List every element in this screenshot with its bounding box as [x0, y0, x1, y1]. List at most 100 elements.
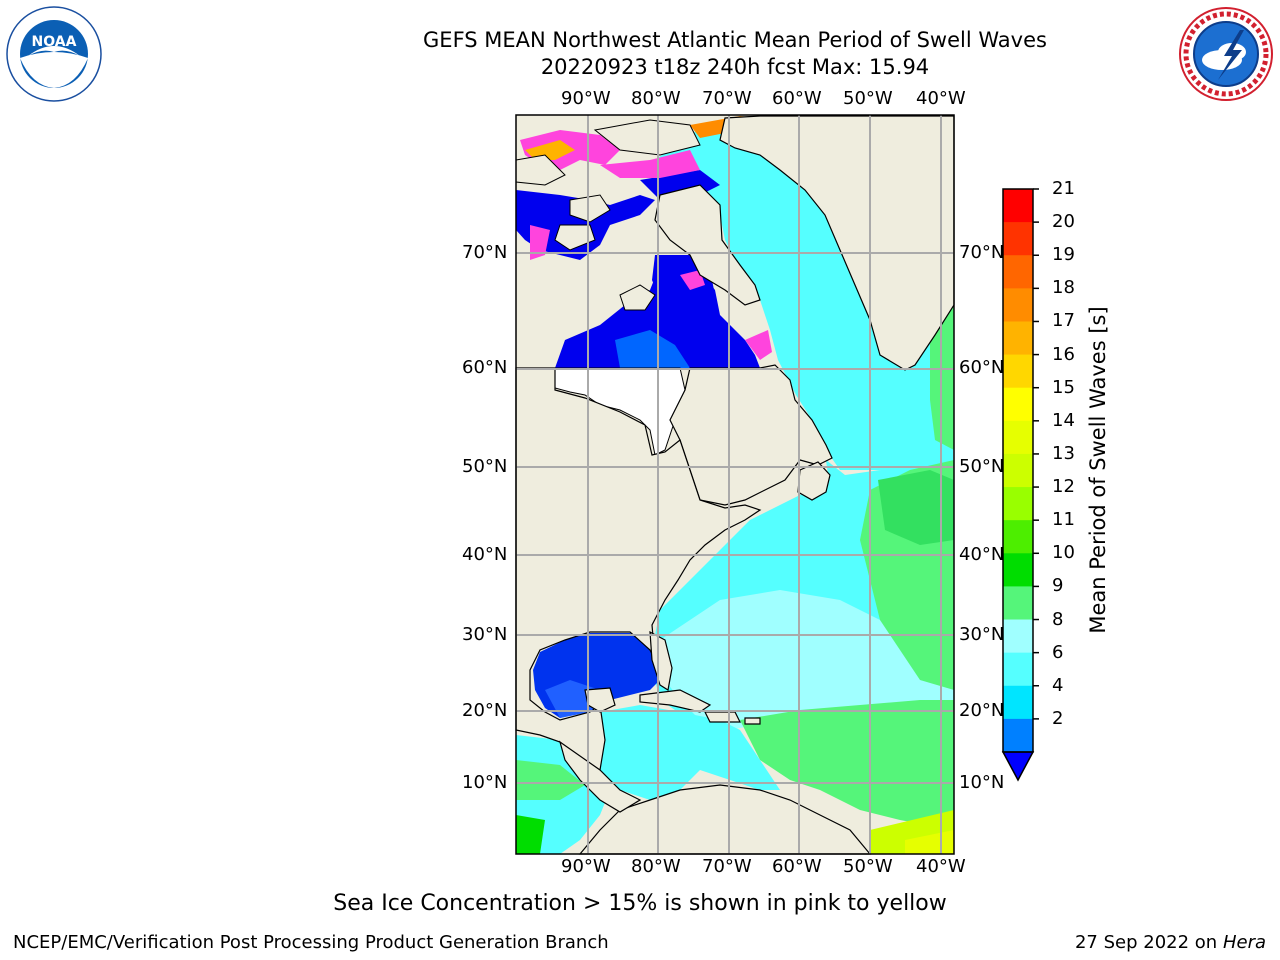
south-america-land — [578, 784, 872, 855]
colorbar-tick-label: 14 — [1052, 409, 1075, 431]
lon-label-top: 40°W — [916, 88, 966, 109]
colorbar-block — [1003, 453, 1033, 488]
footer-date: 27 Sep 2022 on Hera — [1075, 932, 1266, 953]
lon-label-bottom: 90°W — [561, 856, 611, 877]
lon-label-top: 70°W — [702, 88, 752, 109]
lon-label-top: 80°W — [631, 88, 681, 109]
colorbar-tick-label: 6 — [1052, 641, 1064, 663]
colorbar-blocks — [1003, 189, 1033, 753]
darker-green-patch — [878, 470, 954, 545]
colorbar-tick-label: 18 — [1052, 277, 1075, 299]
colorbar-block — [1003, 255, 1033, 289]
caribbean-region — [590, 705, 780, 800]
green-area-tropics — [740, 700, 954, 830]
lat-label-right: 30°N — [959, 624, 1005, 645]
colorbar-block — [1003, 520, 1033, 554]
lat-label-right: 50°N — [959, 456, 1005, 477]
lon-label-top: 50°W — [843, 88, 893, 109]
colorbar-tick-label: 20 — [1052, 211, 1075, 233]
colorbar-tick-label: 11 — [1052, 509, 1075, 531]
baffin-island-land — [654, 184, 761, 306]
lat-label-left: 20°N — [462, 700, 508, 721]
hudson-bay-lighter — [615, 330, 690, 368]
colorbar-extend-triangle — [1001, 751, 1035, 782]
florida-land — [649, 630, 673, 691]
puerto-rico-land — [744, 717, 761, 725]
lat-label-right: 60°N — [959, 357, 1005, 378]
lon-label-top: 90°W — [561, 88, 611, 109]
sea-ice-pink-2 — [600, 150, 700, 178]
colorbar-block — [1003, 189, 1033, 223]
svg-text:NOAA: NOAA — [32, 34, 77, 50]
pacific-dark-green — [516, 815, 545, 854]
colorbar-block — [1003, 222, 1033, 256]
chart-subtitle: 20220923 t18z 240h fcst Max: 15.94 — [540, 55, 930, 79]
lat-label-left: 10°N — [462, 772, 508, 793]
colorbar-tick-label: 10 — [1052, 542, 1075, 564]
colorbar-block — [1003, 387, 1033, 422]
sea-ice-pink-3 — [530, 225, 550, 260]
lat-label-left: 30°N — [462, 624, 508, 645]
colorbar-block — [1003, 718, 1033, 753]
footer-credit: NCEP/EMC/Verification Post Processing Pr… — [13, 932, 609, 953]
arctic-island-4 — [593, 119, 701, 156]
colorbar-tick-label: 13 — [1052, 442, 1075, 464]
colorbar-tick-label: 4 — [1052, 674, 1064, 696]
colorbar-tick-label: 15 — [1052, 376, 1075, 398]
colorbar-tick-label: 16 — [1052, 343, 1075, 365]
lon-label-bottom: 60°W — [772, 856, 822, 877]
lon-label-bottom: 50°W — [843, 856, 893, 877]
lon-label-bottom: 40°W — [916, 856, 966, 877]
colorbar-block — [1003, 586, 1033, 621]
chart-title: GEFS MEAN Northwest Atlantic Mean Period… — [423, 28, 1047, 52]
colorbar-block — [1003, 420, 1033, 455]
sea-ice-caption: Sea Ice Concentration > 15% is shown in … — [333, 891, 947, 916]
lat-label-right: 40°N — [959, 544, 1005, 565]
colorbar-tick-label: 21 — [1052, 178, 1075, 199]
colorbar-block — [1003, 487, 1033, 521]
sea-ice-pink-hudson — [745, 330, 772, 360]
lat-label-right: 10°N — [959, 772, 1005, 793]
noaa-logo: NOAA — [6, 6, 102, 102]
colorbar-block — [1003, 685, 1033, 720]
colorbar-block — [1003, 553, 1033, 587]
lat-label-left: 70°N — [462, 242, 508, 263]
arctic-island-2 — [569, 194, 611, 223]
colorbar-ticks — [1033, 188, 1039, 720]
lon-label-bottom: 80°W — [631, 856, 681, 877]
colorbar-block — [1003, 354, 1033, 389]
nws-logo — [1179, 7, 1273, 101]
colorbar-block — [1003, 321, 1033, 356]
lat-label-left: 60°N — [462, 357, 508, 378]
gridlines — [516, 115, 954, 854]
lat-label-left: 50°N — [462, 456, 508, 477]
map-frame — [515, 114, 955, 855]
central-america-land — [558, 740, 642, 813]
lon-label-bottom: 70°W — [702, 856, 752, 877]
sea-ice-pink-foxe — [680, 270, 705, 290]
footer-date-text: 27 Sep 2022 on — [1074, 932, 1218, 953]
colorbar-label: Mean Period of Swell Waves [s] — [1086, 306, 1110, 634]
colorbar-tick-label: 19 — [1052, 244, 1075, 266]
footer-host: Hera — [1222, 932, 1266, 953]
pacific-green-patch — [516, 760, 585, 800]
colorbar-tick-label: 2 — [1052, 707, 1064, 729]
colorbar-block — [1003, 652, 1033, 687]
lat-label-left: 40°N — [462, 544, 508, 565]
colorbar-tick-label: 8 — [1052, 608, 1064, 630]
arctic-island-3 — [554, 224, 596, 251]
lat-label-right: 70°N — [959, 242, 1005, 263]
colorbar-block — [1003, 619, 1033, 654]
labrador-land — [669, 364, 833, 506]
colorbar-tick-label: 9 — [1052, 575, 1064, 597]
colorbar-block — [1003, 288, 1033, 322]
colorbar-frame — [1002, 188, 1034, 753]
sea-ice-orange — [525, 140, 575, 160]
southampton-island — [619, 284, 656, 311]
colorbar-tick-label: 12 — [1052, 476, 1075, 498]
subtropical-band — [660, 590, 954, 730]
lat-label-right: 20°N — [959, 700, 1005, 721]
colorbar-tick-label: 17 — [1052, 310, 1075, 332]
